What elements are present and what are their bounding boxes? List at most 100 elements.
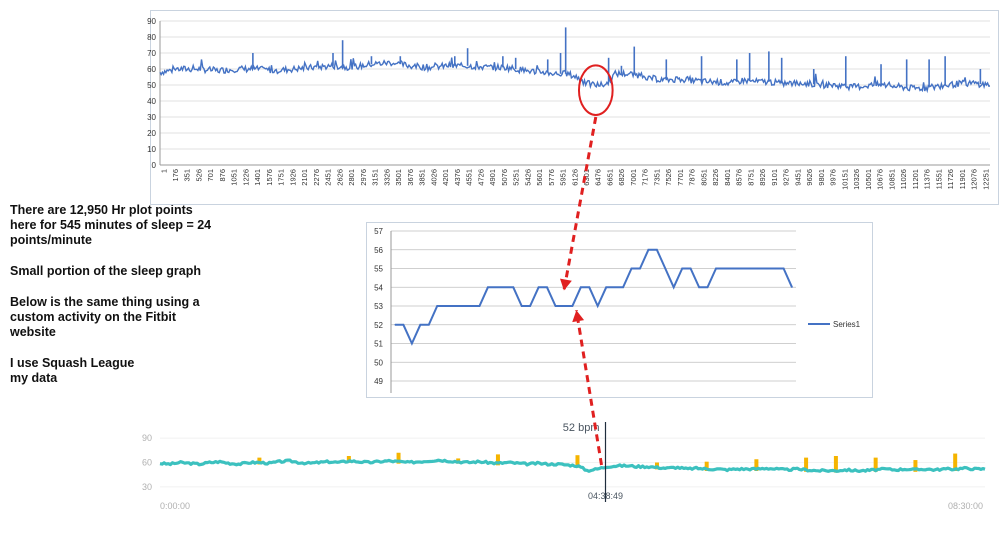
peak-bar-7	[704, 461, 709, 471]
peak-bar-2	[396, 452, 401, 464]
series1-point-21	[571, 305, 573, 307]
x-tick-label-10501: 10501	[864, 169, 873, 190]
series1-point-30	[647, 249, 650, 251]
y-tick-label-20: 20	[147, 129, 156, 138]
series1-point-16	[529, 305, 531, 307]
series1-line	[395, 248, 793, 346]
series1-point-2	[411, 342, 413, 345]
y-tick-label-10: 10	[147, 145, 156, 154]
x-tick-label-4376: 4376	[453, 169, 462, 186]
x-tick-label-2451: 2451	[324, 169, 333, 186]
comparison-arrows	[560, 116, 603, 466]
x-tick-label-351: 351	[183, 169, 192, 182]
series1-point-0	[394, 324, 396, 326]
x-tick-label-2626: 2626	[335, 169, 344, 186]
x-tick-label-1051: 1051	[230, 169, 239, 186]
full-night-chart-frame[interactable]	[150, 10, 999, 205]
x-tick-label-4201: 4201	[441, 169, 450, 186]
series1-point-6	[445, 305, 447, 307]
peak-bar-12	[913, 460, 918, 472]
x-tick-label-12251: 12251	[981, 169, 990, 190]
y-tick-label-52: 52	[374, 321, 383, 330]
x-tick-label-2276: 2276	[312, 169, 321, 186]
note-fitbit-custom: Below is the same thing using a custom a…	[10, 295, 200, 339]
series1-point-35	[690, 267, 692, 270]
series1-point-27	[622, 286, 624, 288]
sleep-portion-chart: 49 50 51 52 53 54 55 56 57 Series1	[374, 227, 861, 393]
x-tick-label-4726: 4726	[476, 169, 485, 186]
series1-point-11	[487, 286, 489, 288]
y-tick-label-30: 30	[142, 482, 152, 492]
x-tick-label-701: 701	[206, 169, 215, 182]
y-tick-label-90: 90	[147, 17, 156, 26]
cursor-time-label: 04:38:49	[588, 491, 623, 501]
note-small-portion: Small portion of the sleep graph	[10, 264, 201, 278]
x-tick-label-12076: 12076	[970, 169, 979, 190]
series1-point-33	[673, 286, 675, 288]
heart-rate-series-line	[159, 57, 991, 94]
x-tick-label-7526: 7526	[664, 169, 673, 186]
sleep-portion-chart-frame[interactable]	[366, 222, 873, 398]
x-tick-label-11201: 11201	[911, 169, 920, 189]
series1-point-42	[749, 267, 751, 270]
y-tick-label-70: 70	[147, 49, 156, 58]
peak-bar-10	[833, 456, 838, 473]
x-tick-label-1401: 1401	[253, 169, 262, 186]
x-tick-label-5601: 5601	[535, 169, 544, 186]
x-tick-label-11901: 11901	[958, 169, 967, 189]
x-tick-label-5076: 5076	[500, 169, 509, 186]
x-tick-label-4901: 4901	[488, 169, 497, 186]
x-tick-label-526: 526	[194, 169, 203, 182]
x-tick-label-6126: 6126	[570, 169, 579, 186]
x-tick-label-7001: 7001	[629, 169, 638, 186]
x-tick-label-9451: 9451	[793, 169, 802, 186]
y-tick-label-90: 90	[142, 433, 152, 443]
x-tick-label-3151: 3151	[371, 169, 380, 186]
x-tick-label-2801: 2801	[347, 169, 356, 186]
notes-panel: There are 12,950 Hr plot points here for…	[10, 203, 215, 402]
x-tick-label-8401: 8401	[723, 169, 732, 186]
x-tick-label-10151: 10151	[840, 169, 849, 190]
x-tick-label-1576: 1576	[265, 169, 274, 186]
y-tick-label-53: 53	[374, 302, 383, 311]
x-tick-label-10326: 10326	[852, 169, 861, 190]
y-tick-label-80: 80	[147, 33, 156, 42]
series1-point-9	[470, 305, 472, 307]
series1-point-13	[504, 286, 506, 288]
y-tick-label-60: 60	[147, 65, 156, 74]
x-tick-label-9626: 9626	[805, 169, 814, 186]
x-end-label: 08:30:00	[948, 501, 983, 511]
x-tick-label-10851: 10851	[887, 169, 896, 190]
series1-point-45	[774, 267, 776, 270]
x-tick-label-3851: 3851	[418, 169, 427, 186]
x-tick-label-9101: 9101	[770, 169, 779, 186]
highlight-circle	[577, 64, 614, 116]
series1-point-7	[453, 305, 455, 307]
x-tick-label-6651: 6651	[605, 169, 614, 186]
series1-point-1	[402, 324, 405, 326]
peak-bar-9	[804, 457, 809, 472]
series1-point-47	[791, 286, 793, 288]
series1-point-26	[614, 286, 616, 288]
x-tick-label-11026: 11026	[899, 169, 908, 189]
series1-point-37	[706, 286, 709, 288]
series1-point-25	[605, 286, 607, 288]
x-tick-label-6301: 6301	[582, 169, 591, 186]
series1-point-4	[428, 324, 430, 326]
x-tick-label-176: 176	[171, 169, 180, 182]
x-tick-label-3676: 3676	[406, 169, 415, 186]
arrow-to-detail-line	[562, 116, 598, 291]
arrow-to-detail-head	[560, 278, 572, 291]
series1-point-29	[639, 267, 641, 270]
arrow-fitbit-up-head	[572, 310, 585, 323]
x-tick-label-5951: 5951	[559, 169, 568, 186]
x-tick-label-8926: 8926	[758, 169, 767, 186]
x-tick-label-6476: 6476	[594, 169, 603, 186]
x-tick-label-8051: 8051	[699, 169, 708, 186]
y-tick-label-51: 51	[374, 340, 383, 349]
x-tick-label-2976: 2976	[359, 169, 368, 186]
series1-point-40	[732, 267, 734, 270]
x-tick-label-11376: 11376	[923, 169, 932, 189]
